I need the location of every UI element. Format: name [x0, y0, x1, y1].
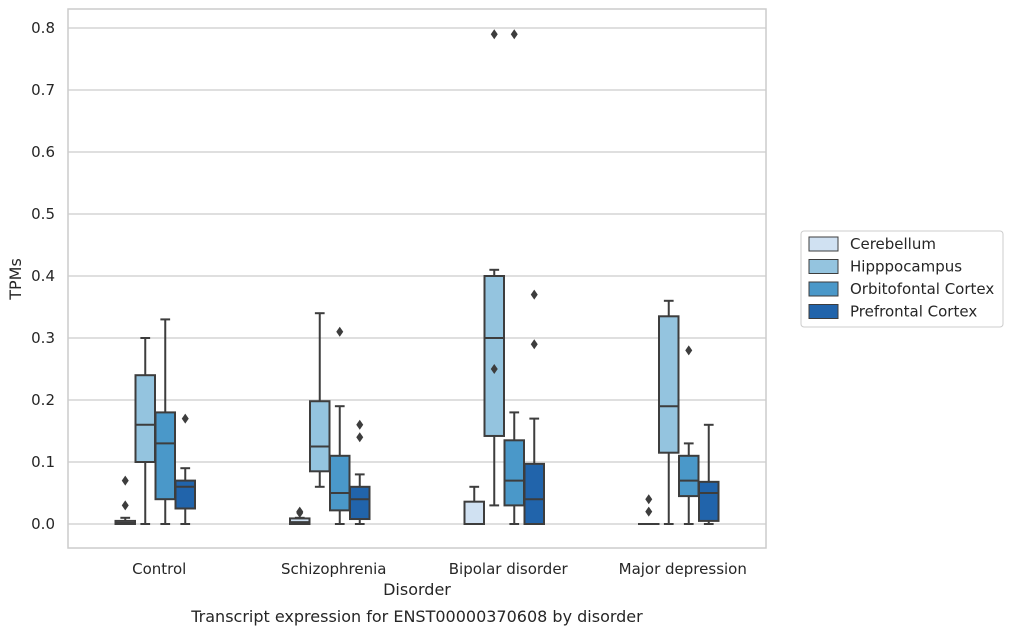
outlier-0 [685, 345, 693, 356]
outlier-1 [121, 475, 129, 486]
legend: Cerebellum Hipppocampus Orbitofontal Corte… [800, 230, 1004, 328]
box-2-0 [463, 485, 485, 525]
box-1-1 [309, 312, 331, 488]
box-body [523, 462, 545, 525]
outlier-0 [645, 506, 653, 517]
box-0-3 [174, 413, 196, 525]
y-axis-title: TPMs [6, 258, 25, 301]
x-tick-label-1: Schizophrenia [281, 560, 386, 578]
outlier-0 [336, 326, 344, 337]
box-body [309, 400, 331, 473]
legend-swatch-3 [808, 304, 839, 319]
box-body [503, 439, 525, 507]
box-3-0 [638, 494, 660, 526]
outlier-0 [181, 413, 189, 424]
legend-swatch-0 [808, 236, 839, 252]
box-groups [114, 29, 720, 526]
y-tick-label-3: 0.3 [31, 329, 55, 347]
y-tick-label-4: 0.4 [31, 267, 55, 285]
outlier-1 [296, 507, 304, 518]
y-tick-label-0: 0.0 [31, 515, 55, 533]
y-tick-label-2: 0.2 [31, 391, 55, 409]
box-body [154, 411, 176, 501]
legend-frame [800, 230, 1004, 328]
x-tick-label-0: Control [132, 560, 186, 578]
box-body [483, 275, 505, 437]
y-tick-label-8: 0.8 [31, 19, 55, 37]
box-0-0 [114, 475, 136, 526]
plot-background [68, 9, 766, 548]
box-1-0 [289, 506, 311, 525]
y-tick-label-5: 0.5 [31, 205, 55, 223]
box-3-3 [698, 423, 720, 525]
box-body [174, 479, 196, 510]
legend-label-0: Cerebellum [850, 235, 936, 253]
y-tick-label-7: 0.7 [31, 81, 55, 99]
box-3-2 [678, 345, 700, 525]
outlier-0 [121, 500, 129, 511]
legend-label-3: Prefrontal Cortex [850, 303, 977, 321]
box-body [329, 454, 351, 512]
outlier-0 [490, 364, 498, 374]
outlier-1 [356, 419, 364, 430]
box-body [658, 315, 680, 454]
legend-label-1: Hipppocampus [850, 258, 962, 276]
outlier-0 [510, 29, 518, 40]
box-body [463, 500, 485, 525]
y-axis-ticks: 0.0 0.1 0.2 0.3 0.4 0.5 0.6 0.7 0.8 [31, 19, 55, 533]
outlier-1 [530, 289, 538, 300]
box-body [678, 454, 700, 498]
y-tick-label-6: 0.6 [31, 143, 55, 161]
box-body [349, 485, 371, 521]
x-tick-label-3: Major depression [619, 560, 747, 578]
box-1-2 [329, 326, 351, 525]
plot-frame [67, 8, 767, 549]
box-2-1 [483, 29, 505, 507]
outlier-0 [530, 339, 538, 350]
legend-label-2: Orbitofontal Cortex [850, 280, 994, 298]
chart-caption: Transcript expression for ENST0000037060… [190, 607, 643, 626]
x-tick-label-2: Bipolar disorder [449, 560, 569, 578]
box-1-3 [349, 419, 371, 525]
box-3-1 [658, 299, 680, 525]
x-axis-title: Disorder [383, 580, 451, 599]
y-tick-label-1: 0.1 [31, 453, 55, 471]
box-0-1 [134, 337, 156, 525]
outlier-0 [356, 432, 364, 443]
box-2-3 [523, 289, 545, 525]
legend-swatch-2 [808, 281, 839, 297]
outlier-1 [645, 494, 653, 505]
box-body [134, 374, 156, 464]
legend-swatch-1 [808, 259, 839, 274]
x-axis-ticks: Control Schizophrenia Bipolar disorder Majo… [132, 560, 747, 578]
outlier-1 [490, 29, 498, 40]
box-body [698, 480, 720, 522]
box-0-2 [154, 318, 176, 525]
